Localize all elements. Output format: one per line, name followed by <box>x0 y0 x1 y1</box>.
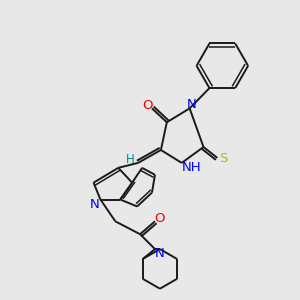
Text: N: N <box>187 98 196 111</box>
Text: H: H <box>126 153 135 167</box>
Text: S: S <box>219 152 227 165</box>
Text: O: O <box>142 99 152 112</box>
Text: N: N <box>155 247 165 260</box>
Text: O: O <box>155 212 165 225</box>
Text: NH: NH <box>182 161 201 174</box>
Text: N: N <box>90 198 99 211</box>
